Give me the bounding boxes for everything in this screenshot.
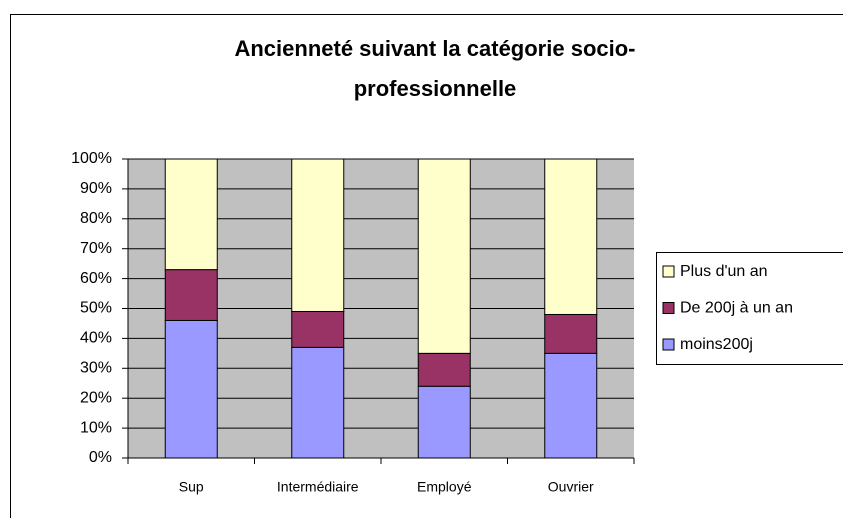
- y-tick-label: 70%: [80, 240, 112, 257]
- bar-segment: [291, 346, 345, 459]
- y-tick-label: 90%: [80, 180, 112, 197]
- y-tick-label: 50%: [80, 300, 112, 317]
- legend-label: Plus d'un an: [680, 263, 768, 280]
- bar-segment: [417, 158, 471, 354]
- bar-segment: [544, 352, 598, 459]
- chart-title: Ancienneté suivant la catégorie socio-: [234, 36, 635, 61]
- legend-swatch: [662, 338, 675, 351]
- bar-segment: [544, 313, 598, 354]
- legend-swatch: [662, 265, 675, 278]
- y-tick-label: 80%: [80, 210, 112, 227]
- bar-segment: [417, 352, 471, 387]
- y-tick-label: 40%: [80, 330, 112, 347]
- x-tick-label: Intermédiaire: [277, 479, 359, 495]
- bar-segment: [417, 385, 471, 459]
- legend-swatch: [662, 302, 675, 314]
- legend-label: moins200j: [680, 336, 753, 353]
- y-tick-label: 100%: [71, 150, 112, 167]
- legend-box: [656, 252, 843, 365]
- bar-segment: [164, 319, 218, 459]
- y-tick-label: 20%: [80, 389, 112, 406]
- y-tick-label: 30%: [80, 360, 112, 377]
- x-tick-label: Ouvrier: [548, 479, 594, 495]
- y-tick-label: 10%: [80, 419, 112, 436]
- bar-segment: [291, 158, 345, 312]
- bar-segment: [164, 269, 218, 321]
- y-tick-label: 0%: [89, 449, 112, 466]
- bar-segment: [544, 158, 598, 315]
- x-tick-label: Sup: [179, 479, 204, 495]
- legend-label: De 200j à un an: [680, 300, 793, 317]
- chart-title: professionnelle: [354, 76, 517, 101]
- bar-segment: [291, 310, 345, 348]
- y-tick-label: 60%: [80, 270, 112, 287]
- x-tick-label: Employé: [417, 479, 472, 495]
- bar-segment: [164, 158, 218, 271]
